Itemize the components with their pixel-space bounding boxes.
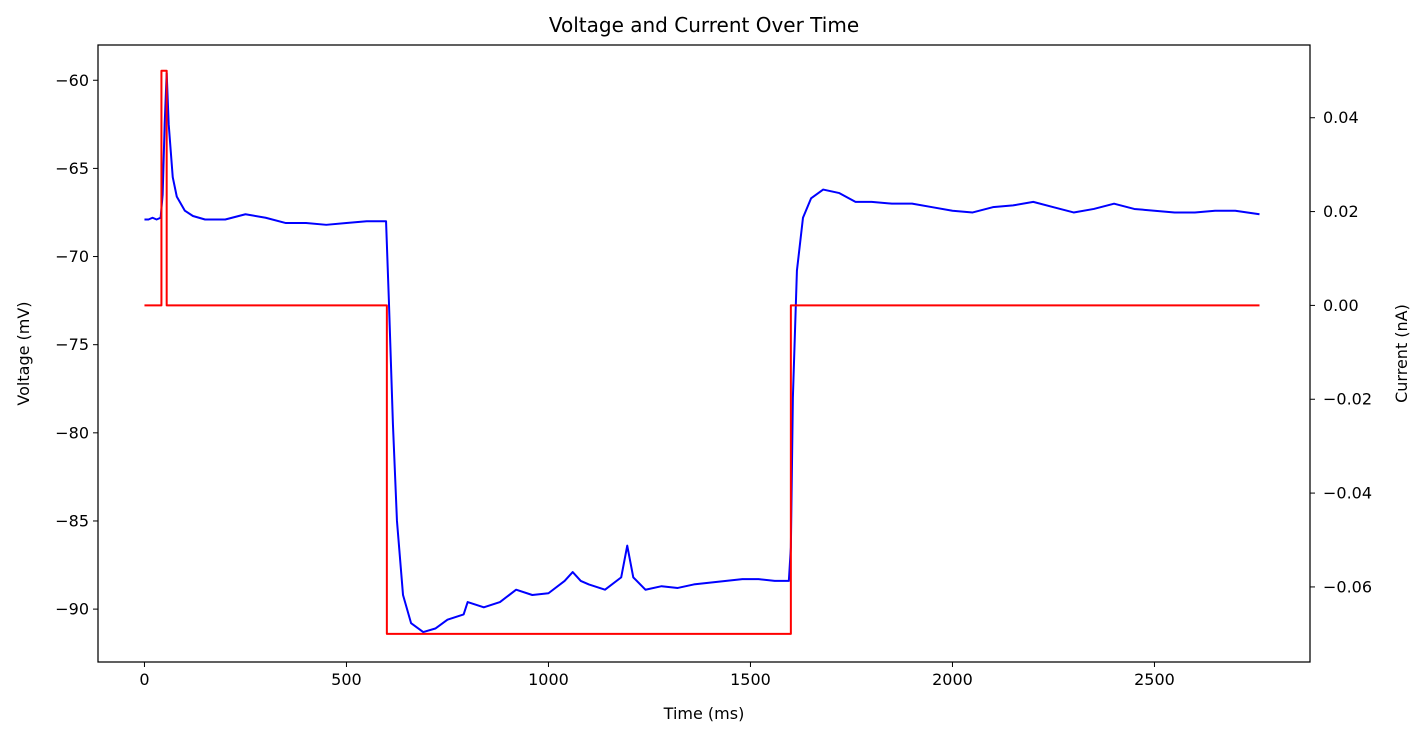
- y-tick-label: −90: [55, 600, 89, 619]
- y-tick-label: −70: [55, 247, 89, 266]
- y-tick-label: −65: [55, 159, 89, 178]
- axis-ticks: 0 500 1000 1500 2000 2500 −60 −65 −70 −75 −80 −85 −9…: [55, 71, 1372, 689]
- y-tick-label: −75: [55, 335, 89, 354]
- y2-tick-label: −0.06: [1323, 577, 1372, 596]
- x-tick-label: 2000: [932, 670, 973, 689]
- x-tick-label: 500: [331, 670, 362, 689]
- y-axis-label: Voltage (mV): [14, 301, 33, 405]
- series-line-2: [144, 69, 1260, 635]
- y2-tick-label: 0.04: [1323, 108, 1359, 127]
- plot-marks: [144, 69, 1260, 635]
- series-line-1: [144, 72, 1260, 634]
- x-tick-label: 2500: [1134, 670, 1175, 689]
- x-axis-label: Time (ms): [663, 704, 745, 723]
- plot-frame: [97, 44, 1311, 663]
- y2-tick-label: 0.00: [1323, 296, 1359, 315]
- y2-tick-label: −0.02: [1323, 390, 1372, 409]
- chart-title: Voltage and Current Over Time: [549, 13, 859, 37]
- y2-tick-label: 0.02: [1323, 202, 1359, 221]
- y-tick-label: −60: [55, 71, 89, 90]
- y-tick-label: −80: [55, 423, 89, 442]
- y2-tick-label: −0.04: [1323, 484, 1372, 503]
- x-tick-label: 0: [139, 670, 149, 689]
- y2-axis-label: Current (nA): [1392, 304, 1411, 403]
- x-tick-label: 1000: [528, 670, 569, 689]
- y-tick-label: −85: [55, 511, 89, 530]
- x-tick-label: 1500: [730, 670, 771, 689]
